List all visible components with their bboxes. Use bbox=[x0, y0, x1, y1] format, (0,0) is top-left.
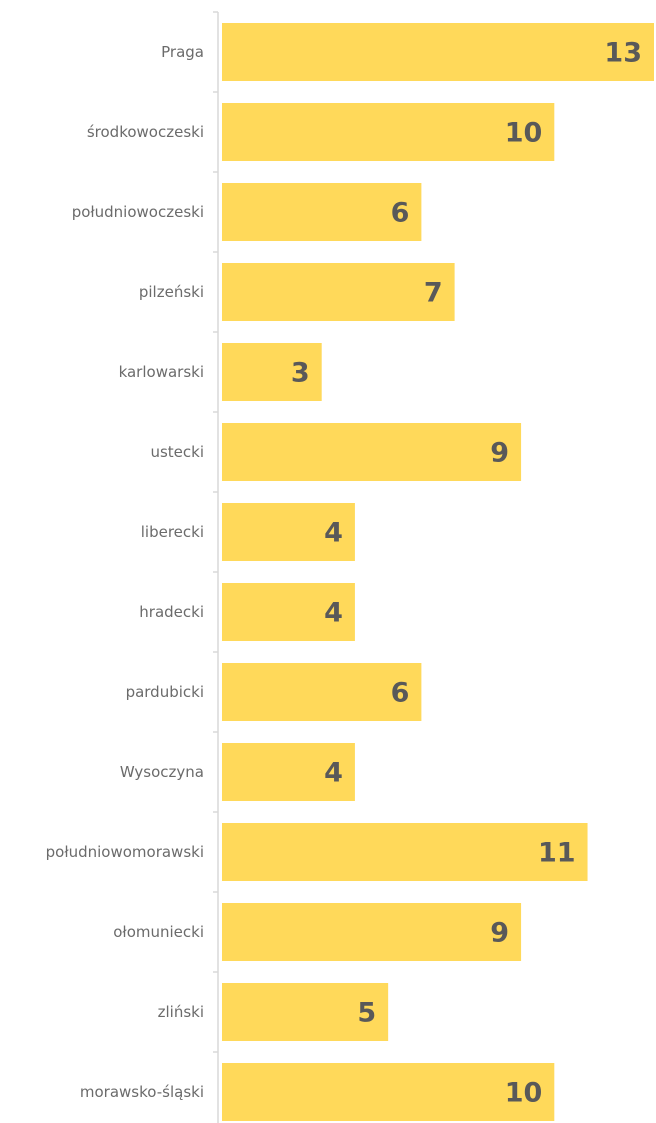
labels-layer: Praga 13 środkowoczeski 10 południowoczeski 6… bbox=[46, 38, 642, 1109]
category-label: ustecki bbox=[150, 443, 204, 461]
value-label: 4 bbox=[324, 598, 343, 629]
bars-layer bbox=[222, 23, 654, 1121]
value-label: 9 bbox=[490, 438, 509, 469]
bar bbox=[222, 823, 588, 881]
value-label: 6 bbox=[391, 678, 410, 709]
value-label: 7 bbox=[424, 278, 443, 309]
value-label: 9 bbox=[490, 918, 509, 949]
category-label: południowomorawski bbox=[46, 843, 204, 861]
bar bbox=[222, 1063, 555, 1121]
bar bbox=[222, 23, 654, 81]
bar bbox=[222, 983, 389, 1041]
category-label: Wysoczyna bbox=[120, 763, 204, 781]
category-label: środkowoczeski bbox=[87, 123, 204, 141]
value-label: 13 bbox=[604, 38, 642, 69]
category-label: liberecki bbox=[141, 523, 204, 541]
category-label: karlowarski bbox=[119, 363, 204, 381]
bar bbox=[222, 583, 355, 641]
category-label: pardubicki bbox=[126, 683, 204, 701]
category-label: Praga bbox=[161, 43, 204, 61]
category-label: południowoczeski bbox=[72, 203, 204, 221]
bar bbox=[222, 903, 522, 961]
category-label: pilzeński bbox=[139, 283, 204, 301]
bar bbox=[222, 423, 522, 481]
value-label: 10 bbox=[505, 118, 543, 149]
bar bbox=[222, 503, 355, 561]
axis-layer bbox=[213, 11, 219, 1123]
value-label: 6 bbox=[391, 198, 410, 229]
category-label: zliński bbox=[158, 1003, 204, 1021]
bar bbox=[222, 183, 422, 241]
category-label: morawsko-śląski bbox=[80, 1083, 204, 1101]
bar bbox=[222, 263, 455, 321]
value-label: 4 bbox=[324, 518, 343, 549]
value-label: 5 bbox=[357, 998, 376, 1029]
bar bbox=[222, 103, 555, 161]
bar bbox=[222, 663, 422, 721]
category-label: hradecki bbox=[139, 603, 204, 621]
value-label: 10 bbox=[505, 1078, 543, 1109]
bar bbox=[222, 743, 355, 801]
bar bbox=[222, 343, 322, 401]
value-label: 3 bbox=[291, 358, 310, 389]
value-label: 11 bbox=[538, 838, 576, 869]
category-label: ołomuniecki bbox=[113, 923, 204, 941]
value-label: 4 bbox=[324, 758, 343, 789]
